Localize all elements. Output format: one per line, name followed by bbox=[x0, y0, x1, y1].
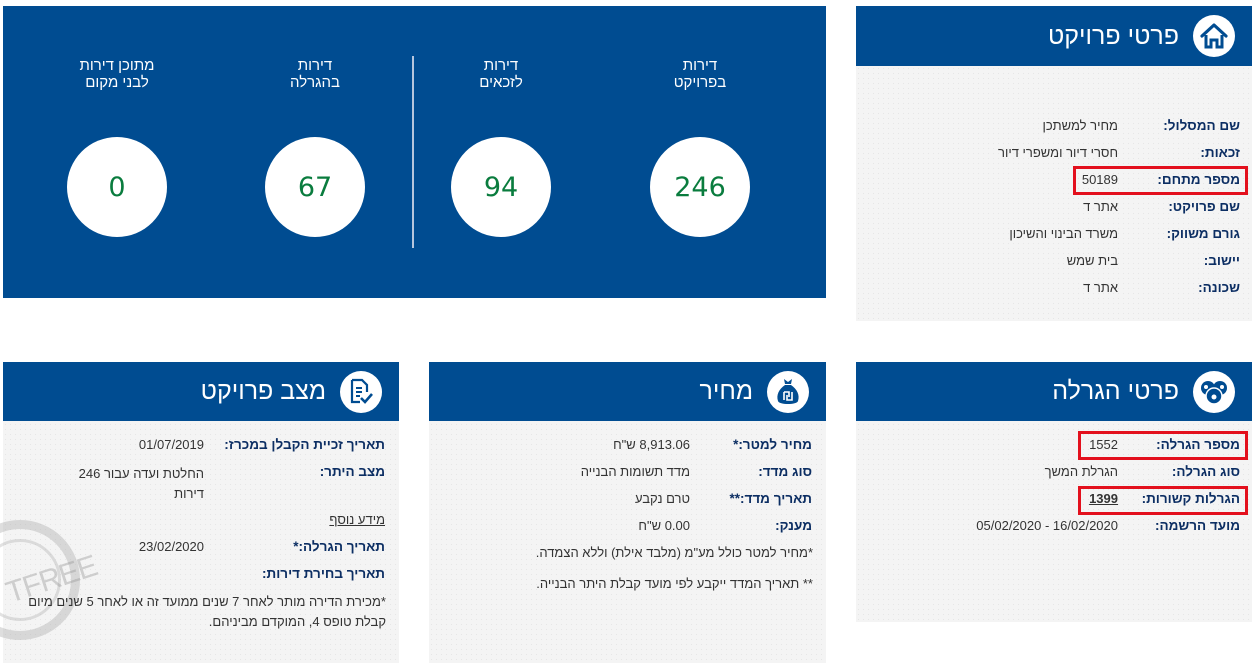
price-footnote-1: *מחיר למטר כולל מע"מ (מלבד אילת) וללא הצ… bbox=[535, 545, 813, 560]
detail-row: מספר הגרלה: 1552 bbox=[870, 437, 1240, 455]
highlight-box-compound-number bbox=[1073, 166, 1248, 195]
highlight-box-lottery-number bbox=[1078, 431, 1248, 460]
row-label: תאריך בחירת דירות: bbox=[262, 566, 385, 581]
stat-label: דירות בפרויקט bbox=[673, 57, 727, 91]
row-label: זכאות: bbox=[1200, 145, 1240, 160]
row-value: חסרי דיור ומשפרי דיור bbox=[998, 145, 1118, 160]
panel-title: פרטי הגרלה bbox=[1052, 377, 1179, 405]
house-icon bbox=[1193, 15, 1235, 57]
row-label: תאריך מדד:** bbox=[729, 491, 812, 506]
detail-row: גורם משווק: משרד הבינוי והשיכון bbox=[870, 226, 1240, 244]
price-header: מחיר bbox=[429, 362, 826, 421]
row-value: משרד הבינוי והשיכון bbox=[1009, 226, 1118, 241]
stat-apartments-for-locals: מתוכן דירות לבני מקום 0 bbox=[57, 57, 177, 237]
row-label: מועד הרשמה: bbox=[1154, 518, 1240, 533]
project-details-header: פרטי פרויקט bbox=[856, 6, 1252, 66]
row-label: מחיר למטר:* bbox=[733, 437, 812, 452]
watermark-stamp: TFREE bbox=[0, 520, 101, 640]
panel-title: פרטי פרויקט bbox=[1047, 21, 1179, 50]
row-value: 23/02/2020 bbox=[138, 539, 204, 554]
stat-apartments-in-project: דירות בפרויקט 246 bbox=[640, 57, 760, 237]
stats-divider bbox=[412, 56, 414, 248]
row-value: מחיר למשתכן bbox=[1042, 118, 1118, 133]
detail-row: סוג מדד: מדד תשומות הבנייה bbox=[440, 464, 812, 482]
row-label: סוג מדד: bbox=[758, 464, 812, 479]
stat-label: דירות לזכאים bbox=[479, 57, 523, 91]
detail-row: שם המסלול: מחיר למשתכן bbox=[870, 118, 1240, 136]
more-info-link[interactable]: מידע נוסף bbox=[329, 512, 385, 527]
lottery-number-value: 1552 bbox=[1089, 437, 1118, 452]
detail-row: תאריך בחירת דירות: bbox=[14, 566, 385, 584]
detail-row: מצב היתר: החלטת ועדה עבור 246 דירות bbox=[14, 464, 385, 504]
detail-row: זכאות: חסרי דיור ומשפרי דיור bbox=[870, 145, 1240, 163]
stat-value: 246 bbox=[650, 137, 750, 237]
row-label: מספר מתחם: bbox=[1157, 172, 1240, 187]
detail-row: שם פרויקט: אתר ד bbox=[870, 199, 1240, 217]
shekel-money-bag-icon bbox=[767, 370, 809, 413]
row-label: תאריך הגרלה:* bbox=[293, 539, 385, 554]
row-value: אתר ד bbox=[1083, 199, 1118, 214]
row-value: טרם נקבע bbox=[634, 491, 690, 506]
row-value: 0.00 ש"ח bbox=[638, 518, 690, 533]
row-label: שם פרויקט: bbox=[1168, 199, 1240, 214]
lottery-balls-icon bbox=[1193, 370, 1235, 413]
stat-value: 67 bbox=[265, 137, 365, 237]
row-label: יישוב: bbox=[1203, 253, 1240, 268]
row-value: מדד תשומות הבנייה bbox=[580, 464, 690, 479]
detail-row: מידע נוסף bbox=[14, 512, 385, 530]
detail-row: יישוב: בית שמש bbox=[870, 253, 1240, 271]
detail-row: מחיר למטר:* 8,913.06 ש"ח bbox=[440, 437, 812, 455]
project-status-header: מצב פרויקט bbox=[3, 362, 399, 421]
status-footnote-line1: *מכירת הדירה מותר לאחר 7 שנים ממועד זה א… bbox=[28, 594, 386, 609]
detail-row: הגרלות קשורות: 1399 bbox=[870, 491, 1240, 509]
panel-title: מחיר bbox=[699, 377, 753, 405]
detail-row: מועד הרשמה: 16/02/2020 - 05/02/2020 bbox=[870, 518, 1240, 536]
compound-number-value: 50189 bbox=[1081, 172, 1118, 187]
row-label: תאריך זכיית הקבלן במכרז: bbox=[224, 437, 385, 452]
row-label: סוג הגרלה: bbox=[1171, 464, 1240, 479]
row-value: הגרלת המשך bbox=[1044, 464, 1118, 479]
row-value: אתר ד bbox=[1083, 280, 1118, 295]
stat-label: דירות בהגרלה bbox=[290, 57, 340, 91]
row-value: 16/02/2020 - 05/02/2020 bbox=[976, 518, 1118, 533]
row-label: מספר הגרלה: bbox=[1156, 437, 1240, 452]
row-value: בית שמש bbox=[1066, 253, 1118, 268]
row-label: שכונה: bbox=[1198, 280, 1240, 295]
stat-label: מתוכן דירות לבני מקום bbox=[79, 57, 155, 91]
price-footnote-2: ** תאריך המדד ייקבע לפי מועד קבלת היתר ה… bbox=[536, 576, 813, 591]
stat-apartments-for-eligible: דירות לזכאים 94 bbox=[441, 57, 561, 237]
row-label: מענק: bbox=[775, 518, 812, 533]
row-value: 01/07/2019 bbox=[138, 437, 204, 452]
detail-row: מענק: 0.00 ש"ח bbox=[440, 518, 812, 536]
panel-title: מצב פרויקט bbox=[200, 377, 326, 405]
lottery-details-header: פרטי הגרלה bbox=[856, 362, 1252, 421]
row-value: 8,913.06 ש"ח bbox=[613, 437, 690, 452]
stat-value: 94 bbox=[451, 137, 551, 237]
document-check-icon bbox=[340, 370, 382, 413]
stat-value: 0 bbox=[67, 137, 167, 237]
highlight-box-related-lotteries bbox=[1078, 486, 1248, 515]
row-label: גורם משווק: bbox=[1166, 226, 1240, 241]
status-footnote-line2: קבלת טופס 4, המוקדם מביניהם. bbox=[208, 614, 386, 629]
row-label: הגרלות קשורות: bbox=[1141, 491, 1240, 506]
detail-row: תאריך מדד:** טרם נקבע bbox=[440, 491, 812, 509]
stat-apartments-in-lottery: דירות בהגרלה 67 bbox=[255, 57, 375, 237]
detail-row: מספר מתחם: 50189 bbox=[870, 172, 1240, 190]
row-value: החלטת ועדה עבור 246 דירות bbox=[78, 466, 204, 501]
row-label: שם המסלול: bbox=[1163, 118, 1240, 133]
detail-row: תאריך זכיית הקבלן במכרז: 01/07/2019 bbox=[14, 437, 385, 455]
detail-row: תאריך הגרלה:* 23/02/2020 bbox=[14, 539, 385, 557]
related-lottery-link[interactable]: 1399 bbox=[1089, 491, 1118, 506]
detail-row: סוג הגרלה: הגרלת המשך bbox=[870, 464, 1240, 482]
detail-row: שכונה: אתר ד bbox=[870, 280, 1240, 298]
row-label: מצב היתר: bbox=[319, 464, 385, 479]
